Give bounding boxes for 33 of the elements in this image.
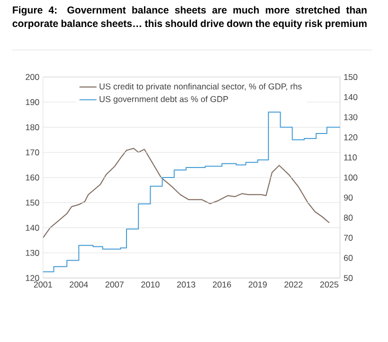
y2-tick-label: 130 <box>344 114 358 120</box>
x-tick-label: 2001 <box>34 282 52 288</box>
y-tick-label: 170 <box>26 149 40 156</box>
legend-label: US government debt as % of GDP <box>100 96 228 104</box>
y-tick-label: 160 <box>26 174 40 180</box>
y-tick-label: 140 <box>26 224 40 231</box>
y-tick-label: 200 <box>26 74 40 80</box>
y2-tick-label: 90 <box>344 194 353 201</box>
y-tick-label: 120 <box>26 274 40 281</box>
x-tick-label: 2013 <box>177 282 196 288</box>
y2-tick-label: 120 <box>344 134 358 140</box>
y-tick-label: 150 <box>26 200 40 206</box>
y2-tick-label: 150 <box>344 74 358 80</box>
y2-tick-label: 140 <box>344 94 358 100</box>
x-tick-label: 2004 <box>70 282 88 288</box>
y-tick-label: 130 <box>26 250 40 256</box>
line-series <box>43 148 330 238</box>
x-tick-label: 2016 <box>212 282 231 288</box>
y2-tick-label: 70 <box>344 234 353 241</box>
y2-tick-label: 110 <box>344 154 357 160</box>
x-tick-label: 2019 <box>248 282 267 288</box>
x-tick-label: 2010 <box>141 282 160 288</box>
y2-tick-label: 80 <box>344 214 353 221</box>
y2-tick-label: 50 <box>344 274 353 281</box>
legend-label: US credit to private nonfinancial sector, % of GDP, rhs <box>100 83 302 92</box>
y-tick-label: 190 <box>26 99 40 106</box>
x-tick-label: 2007 <box>106 282 124 288</box>
y2-tick-label: 60 <box>344 254 353 261</box>
x-tick-label: 2025 <box>320 282 338 288</box>
chart-title: Figure 4: Government balance sheets are much more stretched than corporate balance sheets… this should drive down the equity risk premium <box>12 6 367 30</box>
y-tick-label: 180 <box>26 124 40 130</box>
x-tick-label: 2022 <box>284 282 303 288</box>
y2-tick-label: 100 <box>344 174 358 180</box>
